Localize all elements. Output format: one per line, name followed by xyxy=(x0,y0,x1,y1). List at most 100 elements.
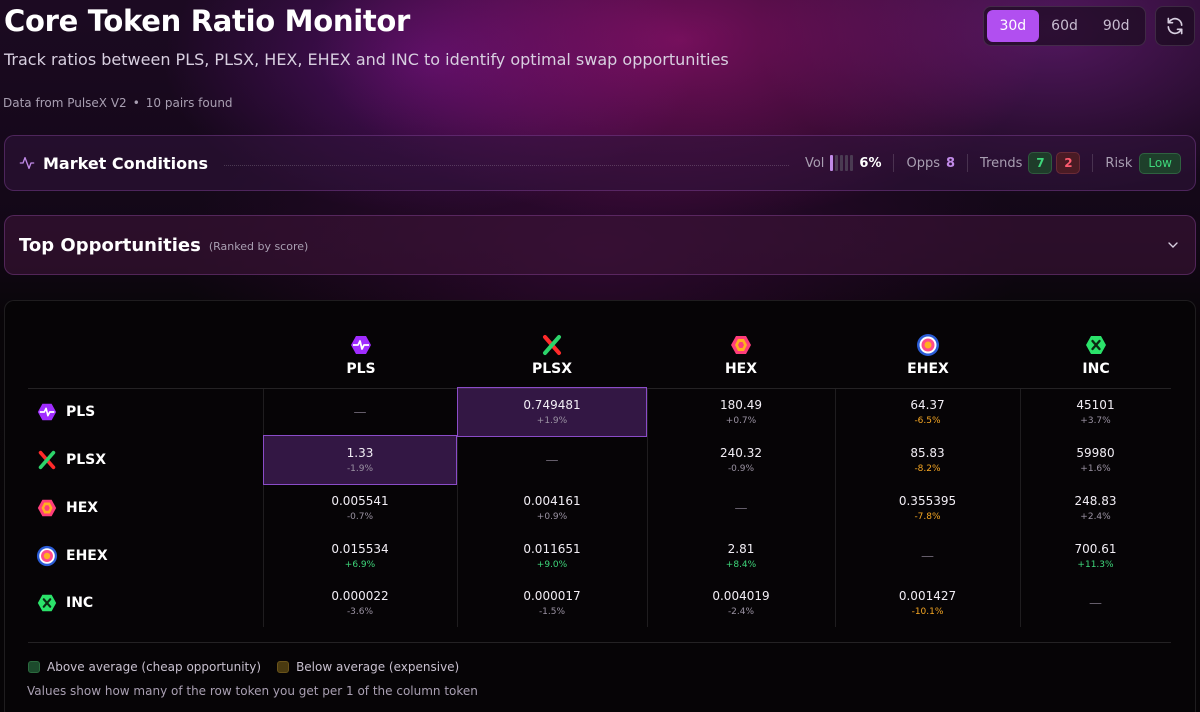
ratio-value: 0.000022 xyxy=(331,589,389,603)
trends-up-badge: 7 xyxy=(1028,152,1053,174)
ratio-change: +0.7% xyxy=(725,416,757,426)
legend: Above average (cheap opportunity) Below … xyxy=(28,660,459,674)
ratio-change: -0.7% xyxy=(346,512,374,522)
ratio-value: 45101 xyxy=(1076,398,1115,412)
ratio-cell-plsx-pls[interactable]: 1.33 -1.9% xyxy=(263,435,457,485)
row-header-label: PLS xyxy=(66,404,96,420)
risk-badge: Low xyxy=(1139,152,1181,174)
row-header-plsx: PLSX xyxy=(36,449,106,471)
plsx-icon xyxy=(492,333,612,357)
ratio-cell-ehex-ehex: — xyxy=(835,532,1020,580)
column-header-hex: HEX xyxy=(681,333,801,377)
meta-separator: • xyxy=(132,96,140,110)
ratio-matrix xyxy=(4,300,1196,712)
ratio-value: 0.000017 xyxy=(523,589,581,603)
row-header-hex: HEX xyxy=(36,497,98,519)
opps-stat: Opps 8 xyxy=(906,156,955,171)
page-subtitle: Track ratios between PLS, PLSX, HEX, EHE… xyxy=(4,50,729,69)
matrix-note: Values show how many of the row token yo… xyxy=(27,684,478,698)
ratio-cell-inc-ehex[interactable]: 0.001427 -10.1% xyxy=(835,579,1020,627)
top-opportunities-subtitle: (Ranked by score) xyxy=(208,240,309,253)
row-header-pls: PLS xyxy=(36,401,95,423)
volatility-stat: Vol 6% xyxy=(804,155,881,171)
plsx-icon xyxy=(36,449,58,471)
column-header-label: EHEX xyxy=(907,361,949,377)
period-90d-button[interactable]: 90d xyxy=(1102,18,1130,34)
period-60d-button[interactable]: 60d xyxy=(1051,18,1078,34)
ratio-cell-hex-inc[interactable]: 248.83 +2.4% xyxy=(1020,484,1171,532)
ratio-cell-plsx-inc[interactable]: 59980 +1.6% xyxy=(1020,436,1171,484)
ratio-cell-pls-pls: — xyxy=(263,388,457,436)
top-opportunities-panel[interactable]: Top Opportunities (Ranked by score) xyxy=(4,215,1196,275)
ratio-cell-ehex-inc[interactable]: 700.61 +11.3% xyxy=(1020,532,1171,580)
ratio-change: +8.4% xyxy=(725,560,757,570)
empty-cell-dash: — xyxy=(1089,595,1102,611)
ratio-change: -10.1% xyxy=(911,607,944,617)
refresh-button[interactable] xyxy=(1155,6,1195,46)
inc-icon xyxy=(36,592,58,614)
ratio-cell-plsx-hex[interactable]: 240.32 -0.9% xyxy=(647,436,835,484)
ratio-change: -0.9% xyxy=(727,464,755,474)
ratio-value: 0.004161 xyxy=(523,494,581,508)
activity-icon xyxy=(19,155,35,171)
ratio-value: 1.33 xyxy=(346,446,374,460)
opps-label: Opps xyxy=(906,155,940,171)
ratio-cell-pls-inc[interactable]: 45101 +3.7% xyxy=(1020,388,1171,436)
row-header-label: INC xyxy=(66,595,94,611)
legend-green-swatch xyxy=(28,661,40,673)
ratio-cell-pls-plsx[interactable]: 0.749481 +1.9% xyxy=(457,387,647,437)
column-header-ehex: EHEX xyxy=(868,333,988,377)
page-title: Core Token Ratio Monitor xyxy=(4,4,411,38)
chevron-down-icon[interactable] xyxy=(1165,237,1181,253)
ratio-change: +1.6% xyxy=(1080,464,1111,474)
market-conditions-panel: Market Conditions Vol 6% Opps 8 Trends 7… xyxy=(4,135,1196,191)
ratio-cell-pls-ehex[interactable]: 64.37 -6.5% xyxy=(835,388,1020,436)
ratio-cell-plsx-ehex[interactable]: 85.83 -8.2% xyxy=(835,436,1020,484)
ratio-value: 0.749481 xyxy=(523,398,581,412)
risk-stat: Risk Low xyxy=(1105,152,1181,174)
ratio-cell-inc-pls[interactable]: 0.000022 -3.6% xyxy=(263,579,457,627)
ratio-cell-hex-ehex[interactable]: 0.355395 -7.8% xyxy=(835,484,1020,532)
ratio-cell-ehex-hex[interactable]: 2.81 +8.4% xyxy=(647,532,835,580)
ratio-value: 64.37 xyxy=(910,398,945,412)
column-header-label: HEX xyxy=(724,361,758,377)
hex-icon xyxy=(681,333,801,357)
refresh-icon xyxy=(1165,16,1185,36)
ratio-cell-ehex-pls[interactable]: 0.015534 +6.9% xyxy=(263,532,457,580)
column-header-plsx: PLSX xyxy=(492,333,612,377)
ratio-value: 0.001427 xyxy=(898,589,957,603)
ratio-value: 240.32 xyxy=(720,446,762,460)
volatility-bars xyxy=(830,155,854,171)
empty-cell-dash: — xyxy=(353,404,367,420)
ratio-value: 0.004019 xyxy=(712,589,770,603)
ratio-cell-pls-hex[interactable]: 180.49 +0.7% xyxy=(647,388,835,436)
trends-label: Trends xyxy=(980,155,1023,171)
ratio-change: -1.5% xyxy=(538,607,566,617)
ehex-icon xyxy=(36,545,58,567)
ratio-change: -7.8% xyxy=(914,512,941,522)
empty-cell-dash: — xyxy=(545,452,559,468)
trends-down-badge: 2 xyxy=(1056,152,1081,174)
ratio-cell-hex-plsx[interactable]: 0.004161 +0.9% xyxy=(457,484,647,532)
ratio-value: 180.49 xyxy=(720,398,762,412)
ratio-value: 0.011651 xyxy=(523,542,581,556)
ratio-change: -6.5% xyxy=(914,416,941,426)
period-selector: 30d 60d 90d xyxy=(983,6,1146,46)
vol-label: Vol xyxy=(804,155,825,171)
ratio-cell-inc-hex[interactable]: 0.004019 -2.4% xyxy=(647,579,835,627)
ratio-cell-hex-pls[interactable]: 0.005541 -0.7% xyxy=(263,484,457,532)
column-header-label: PLS xyxy=(346,361,376,377)
ratio-change: +3.7% xyxy=(1080,416,1111,426)
ratio-cell-inc-plsx[interactable]: 0.000017 -1.5% xyxy=(457,579,647,627)
legend-above: Above average (cheap opportunity) xyxy=(47,660,262,674)
ratio-change: -3.6% xyxy=(346,607,374,617)
ratio-value: 0.005541 xyxy=(331,494,389,508)
period-30d-button[interactable]: 30d xyxy=(987,10,1039,42)
ratio-change: +0.9% xyxy=(536,512,568,522)
divider xyxy=(224,164,789,166)
data-source: Data from PulseX V2 xyxy=(3,96,127,110)
ratio-value: 0.015534 xyxy=(331,542,389,556)
row-header-label: HEX xyxy=(66,500,99,516)
ratio-change: -2.4% xyxy=(727,607,755,617)
ratio-cell-ehex-plsx[interactable]: 0.011651 +9.0% xyxy=(457,532,647,580)
